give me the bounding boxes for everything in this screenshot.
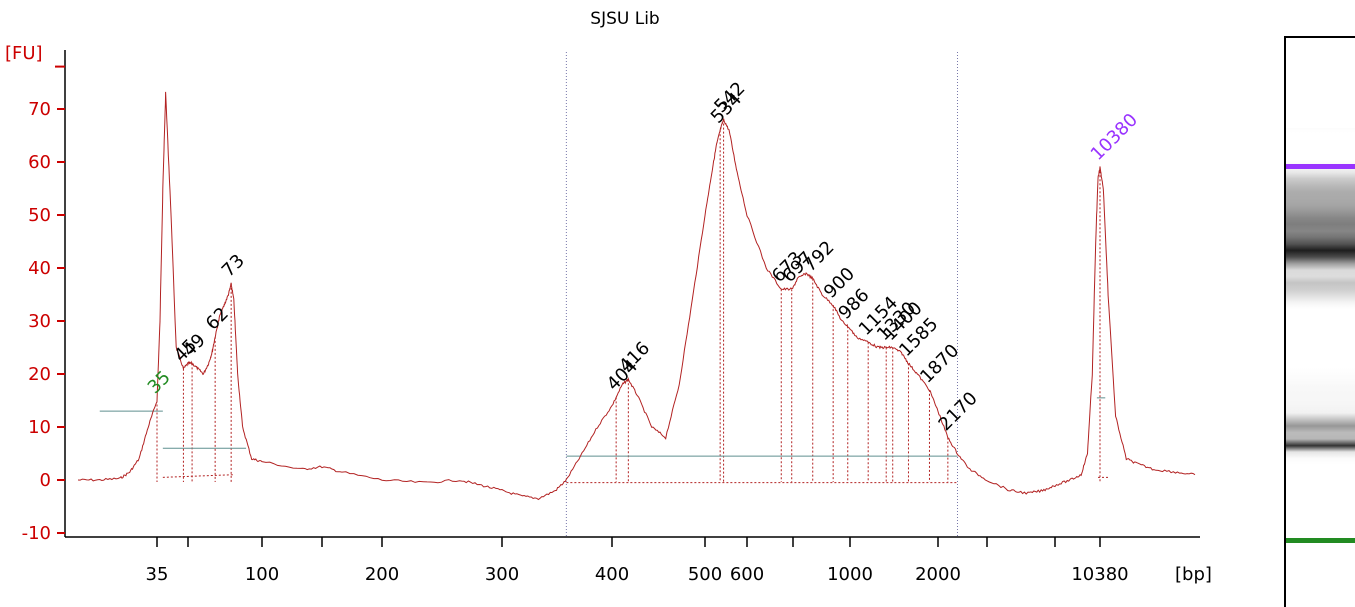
- upper-marker-band: [1286, 164, 1355, 169]
- peak-label: 73: [218, 250, 249, 281]
- x-tick-label: 300: [485, 564, 519, 585]
- x-tick-label: 200: [365, 564, 399, 585]
- trace-line: [77, 91, 1196, 501]
- y-tick-label: -10: [22, 523, 51, 544]
- trace-group: [77, 91, 1196, 501]
- peak-label: 2170: [935, 388, 982, 435]
- peak-baseline: [162, 474, 234, 478]
- x-tick-label: 2000: [915, 564, 961, 585]
- x-tick-label: 600: [730, 564, 764, 585]
- y-tick-label: 40: [28, 258, 51, 279]
- y-tick-label: 60: [28, 152, 51, 173]
- y-tick-label: 70: [28, 99, 51, 120]
- baselines: [99, 397, 1109, 484]
- x-tick-label: 500: [688, 564, 722, 585]
- x-tick-label: 35: [146, 564, 169, 585]
- y-tick-label: 50: [28, 205, 51, 226]
- lower-marker-band: [1286, 537, 1355, 543]
- y-axis: -10 0 10 20 30 40 50 60 70: [22, 50, 66, 544]
- x-tick-label: 400: [595, 564, 629, 585]
- y-axis-label: [FU]: [5, 43, 43, 64]
- peak-label: 62: [202, 303, 233, 334]
- peak-label: 35: [144, 367, 175, 398]
- y-tick-label: 0: [40, 470, 51, 491]
- gel-image: [1284, 36, 1355, 607]
- y-tick-label: 20: [28, 364, 51, 385]
- x-tick-label: 10380: [1071, 564, 1128, 585]
- x-tick-label: 100: [245, 564, 279, 585]
- electropherogram-chart: SJSU Lib [FU] [bp] -10 0 10 20 30 40 50 60 70 35…: [5, 9, 1212, 585]
- gel-lane: [1286, 128, 1355, 578]
- x-axis-label: [bp]: [1175, 564, 1212, 585]
- peak-lines: [156, 119, 1101, 482]
- peak-label: 10380: [1087, 109, 1142, 164]
- y-tick-label: 10: [28, 417, 51, 438]
- chart-title: SJSU Lib: [590, 9, 659, 29]
- region-bounds: [565, 52, 958, 537]
- x-axis: 35 100 200 300 400 500 600 1000 2000 10380: [65, 536, 1200, 585]
- x-tick-label: 1000: [827, 564, 873, 585]
- y-tick-label: 30: [28, 311, 51, 332]
- peak-labels: 3545496273404416534542673697792900986115…: [144, 78, 1142, 435]
